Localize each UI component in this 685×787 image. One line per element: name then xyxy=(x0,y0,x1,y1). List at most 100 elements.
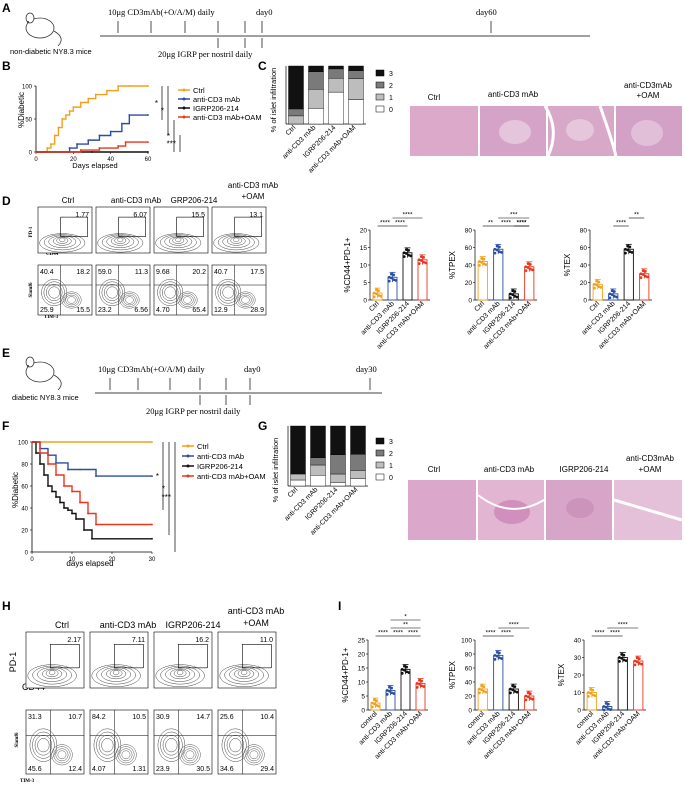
bar xyxy=(633,660,644,711)
data-point xyxy=(497,656,501,660)
data-point xyxy=(606,707,610,711)
gate-percentage: 1.77 xyxy=(75,212,89,219)
density-contour xyxy=(224,665,264,685)
data-point xyxy=(124,141,127,144)
bar xyxy=(417,259,428,301)
gate-percentage: 16.2 xyxy=(195,637,209,644)
data-point xyxy=(418,682,421,686)
density-contour xyxy=(125,296,134,304)
panel-e-treatment: 10μg CD3mAb(+O/A/M) daily xyxy=(98,364,205,374)
density-contour xyxy=(226,734,245,756)
data-point xyxy=(109,130,112,133)
x-tick-label: Ctrl xyxy=(589,300,602,313)
panel-a-arrows xyxy=(117,21,492,48)
data-point xyxy=(61,118,64,120)
y-tick-label: 100 xyxy=(461,638,472,645)
panel-g-histo-label-1: Ctrl xyxy=(428,465,441,474)
stacked-bar-segment-1 xyxy=(330,473,346,483)
data-point xyxy=(79,149,82,151)
sig-label: * xyxy=(162,485,165,494)
data-point xyxy=(68,147,71,149)
y-tick-label: 0 xyxy=(29,151,33,157)
y-tick-label: 0 xyxy=(361,708,365,715)
data-point xyxy=(495,244,499,248)
data-point xyxy=(79,101,82,104)
mouse-icon xyxy=(25,12,62,47)
data-point xyxy=(390,691,393,695)
legend-label: anti-CD3 mAb+OAM xyxy=(193,113,262,122)
data-point xyxy=(370,705,374,709)
data-point xyxy=(612,290,616,293)
panel-a-letter: A xyxy=(2,1,11,15)
panel-b: B %Diabetic 0 50 100 0 20 40 60 Days elapsed C… xyxy=(2,59,262,170)
panel-a: A non-diabetic NY8.3 mice 10μg CD3mAb(+O… xyxy=(2,1,590,59)
axis-label-tim3: TIM-3 xyxy=(20,779,35,784)
data-point xyxy=(420,684,423,688)
sig-label: **** xyxy=(378,630,389,637)
y-tick-label: 30 xyxy=(574,655,582,662)
quadrant-percentage: 11.3 xyxy=(135,269,148,276)
data-point xyxy=(511,684,515,688)
flow-col-label-4a: anti-CD3 mAb xyxy=(228,606,285,616)
data-point xyxy=(95,523,97,526)
data-point xyxy=(147,114,149,116)
density-contour xyxy=(245,746,263,764)
density-contour xyxy=(48,235,77,248)
y-tick-label: 40 xyxy=(465,680,473,687)
legend-label: Ctrl xyxy=(197,442,209,451)
density-contour xyxy=(93,728,122,762)
data-point xyxy=(511,688,515,692)
y-axis-label: %TPEX xyxy=(448,660,457,689)
data-point xyxy=(478,260,481,263)
data-point xyxy=(385,692,389,696)
data-point xyxy=(595,279,599,283)
data-point xyxy=(106,89,108,92)
density-contour xyxy=(117,746,135,764)
quadrant-percentage: 23.9 xyxy=(156,766,170,773)
panel-b-ylabel: %Diabetic xyxy=(17,92,26,128)
data-point xyxy=(57,126,60,129)
sig-label: ** xyxy=(403,622,409,629)
y-tick-label: 80 xyxy=(465,652,473,659)
density-contour xyxy=(237,293,254,307)
stacked-bar-segment-2 xyxy=(308,71,324,90)
stacked-bar-segment-3 xyxy=(308,65,324,73)
data-point xyxy=(591,688,595,692)
density-contour xyxy=(43,281,65,304)
quadrant-percentage: 40.4 xyxy=(40,269,54,276)
density-contour xyxy=(96,731,119,759)
y-tick-label: 80 xyxy=(465,228,473,235)
sig-label: * xyxy=(155,99,158,108)
data-point xyxy=(415,682,419,685)
y-tick-label: 20 xyxy=(21,529,28,535)
panel-f-chart: 0 20 40 60 80 100 0 10 20 30 xyxy=(18,441,156,564)
panel-b-chart: 0 50 100 0 20 40 60 xyxy=(22,85,152,164)
y-axis-label: %TPEX xyxy=(448,250,457,279)
quadrant-percentage: 6.56 xyxy=(134,307,148,314)
data-point xyxy=(98,134,101,137)
data-point xyxy=(390,272,393,276)
legend-label: anti-CD3 mAb+OAM xyxy=(197,472,266,481)
data-point xyxy=(63,485,65,487)
panel-c-letter: C xyxy=(258,59,267,73)
panel-a-dayend: day60 xyxy=(476,7,497,17)
x-tick-label: Ctrl xyxy=(287,486,300,499)
data-point xyxy=(388,685,391,689)
panel-h-letter: H xyxy=(2,599,11,613)
gate xyxy=(118,216,146,237)
sig-label: **** xyxy=(485,630,496,637)
density-contour xyxy=(63,293,80,307)
legend-swatch xyxy=(375,105,385,113)
gate-percentage: 6.07 xyxy=(133,212,147,219)
stacked-bar-segment-1 xyxy=(288,115,304,125)
density-contour xyxy=(106,286,119,299)
y-tick-label: 20 xyxy=(574,673,582,680)
flow-col-label: IGRP206-214 xyxy=(165,620,220,630)
panel-i-letter: I xyxy=(338,599,341,613)
density-contour xyxy=(101,667,131,682)
y-tick-label: 20 xyxy=(358,652,366,659)
y-tick-label: 5 xyxy=(361,694,365,701)
data-point xyxy=(610,293,614,297)
data-point xyxy=(71,512,73,515)
